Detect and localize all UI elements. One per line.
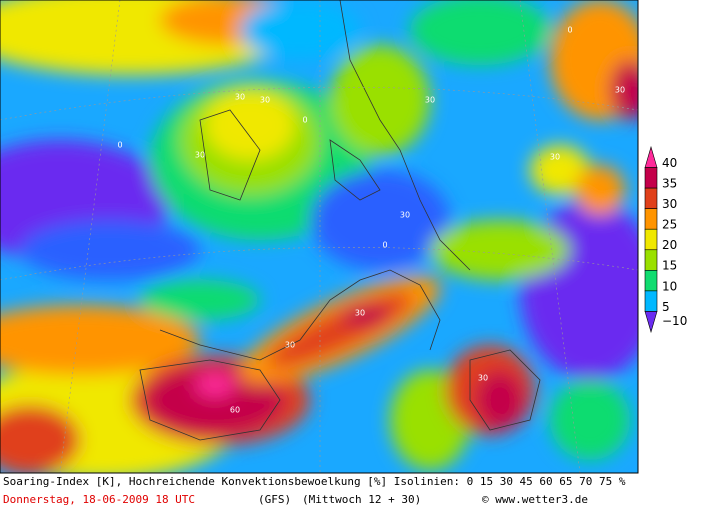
isoline-labels: 0 30 30 0 30 60 30 30 0 30 30 30 0 30 30 [117,26,625,415]
colorbar-label: 5 [662,300,670,314]
footer: Soaring-Index [K], Hochreichende Konvekt… [3,475,626,506]
isoline-label: 30 [478,374,488,383]
isoline-label: 30 [355,309,365,318]
isoline-label: 30 [550,153,560,162]
model: (GFS) [258,493,291,506]
isoline-label: 0 [117,141,122,150]
isoline-label: 60 [230,406,240,415]
colorbar-segment [644,270,658,292]
colorbar: 40 35 30 25 20 15 10 5−10 [644,145,687,334]
colorbar-segment [644,145,658,168]
isoline-label: 30 [260,96,270,105]
colorbar-label: 30 [662,197,677,211]
map: 0 30 30 0 30 60 30 30 0 30 30 30 0 30 30 [0,0,638,473]
coastlines [139,0,541,441]
isoline-label: 0 [567,26,572,35]
colorbar-label: 35 [662,177,677,191]
colorbar-segment [644,208,658,230]
valid-time: Donnerstag, 18-06-2009 18 UTC [3,493,195,506]
colorbar-segment [644,187,658,209]
colorbar-label: 10 [662,279,677,293]
run: (Mittwoch 12 + 30) [302,493,421,506]
isoline-label: 30 [615,86,625,95]
colorbar-segment [644,311,658,334]
map-frame [0,0,639,474]
colorbar-label: 25 [662,218,677,232]
colorbar-label: 20 [662,238,677,252]
copyright: © www.wetter3.de [482,493,588,506]
isoline-label: 30 [195,151,205,160]
colorbar-segment [644,290,658,312]
colorbar-segment [644,249,658,271]
isoline-label: 0 [382,241,387,250]
colorbar-segment [644,167,658,189]
isoline-label: 30 [400,211,410,220]
isoline-label: 30 [285,341,295,350]
colorbar-segment [644,228,658,251]
graticule [0,0,638,473]
colorbar-label: 40 [662,156,677,170]
colorbar-label: 15 [662,259,677,273]
isoline-label: 0 [302,116,307,125]
isoline-label: 30 [425,96,435,105]
colorbar-label: −10 [662,314,687,328]
caption: Soaring-Index [K], Hochreichende Konvekt… [3,475,626,488]
isoline-label: 30 [235,93,245,102]
